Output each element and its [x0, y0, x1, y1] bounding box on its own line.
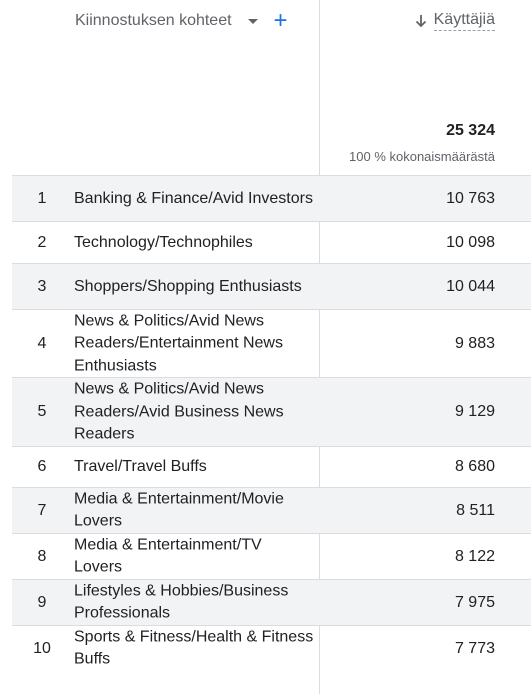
row-metric-value: 9 883: [454, 334, 495, 352]
table-row[interactable]: 5 News & Politics/Avid News Readers/Avid…: [12, 377, 531, 446]
row-metric-value: 10 098: [446, 233, 495, 251]
caret-down-icon[interactable]: [247, 18, 258, 24]
metric-total: 25 324: [446, 122, 495, 139]
metric-header-label: Käyttäjiä: [433, 11, 495, 31]
table-row[interactable]: 10 Sports & Fitness/Health & Fitness Buf…: [12, 625, 531, 671]
table-row[interactable]: 7 Media & Entertainment/Movie Lovers 8 5…: [12, 487, 531, 533]
row-dimension-value: Shoppers/Shopping Enthusiasts: [74, 277, 302, 295]
table-row[interactable]: 4 News & Politics/Avid News Readers/Ente…: [12, 309, 531, 377]
row-index: 5: [37, 403, 47, 420]
data-table: 1 Banking & Finance/Avid Investors 10 76…: [12, 175, 531, 671]
row-metric-value: 7 773: [454, 639, 495, 657]
row-index: 10: [33, 639, 51, 657]
dimension-header: Kiinnostuksen kohteet +: [75, 7, 288, 34]
row-metric-value: 8 511: [456, 501, 495, 519]
row-index: 4: [37, 334, 47, 352]
row-dimension-value: News & Politics/Avid News Readers/Entert…: [74, 311, 283, 374]
table-row[interactable]: 6 Travel/Travel Buffs 8 680: [12, 446, 531, 487]
table-row[interactable]: 9 Lifestyles & Hobbies/Business Professi…: [12, 579, 531, 625]
row-index: 7: [37, 501, 47, 519]
row-index: 9: [37, 593, 47, 611]
row-index: 6: [37, 458, 47, 475]
row-dimension-value: News & Politics/Avid News Readers/Avid B…: [74, 380, 284, 443]
arrow-down-icon: [415, 15, 426, 28]
row-index: 2: [37, 233, 47, 251]
row-dimension-value: Media & Entertainment/TV Lovers: [74, 536, 262, 576]
row-metric-value: 7 975: [454, 593, 495, 611]
metric-header-sort[interactable]: Käyttäjiä: [414, 10, 495, 32]
row-metric-value: 10 044: [446, 277, 495, 295]
table-row[interactable]: 1 Banking & Finance/Avid Investors 10 76…: [12, 175, 531, 221]
row-index: 8: [37, 547, 47, 565]
table-row[interactable]: 2 Technology/Technophiles 10 098: [12, 221, 531, 263]
metric-total-percent: 100 % kokonaismäärästä: [349, 149, 495, 164]
row-dimension-value: Media & Entertainment/Movie Lovers: [74, 490, 284, 530]
add-dimension-icon[interactable]: +: [273, 7, 288, 34]
row-dimension-value: Banking & Finance/Avid Investors: [74, 189, 313, 207]
row-dimension-value: Travel/Travel Buffs: [74, 457, 207, 475]
column-divider: [319, 0, 320, 694]
table-row[interactable]: 8 Media & Entertainment/TV Lovers 8 122: [12, 533, 531, 579]
row-metric-value: 9 129: [454, 403, 495, 420]
row-metric-value: 8 122: [454, 547, 495, 565]
row-metric-value: 8 680: [454, 458, 495, 475]
row-dimension-value: Technology/Technophiles: [74, 233, 253, 251]
table-row[interactable]: 3 Shoppers/Shopping Enthusiasts 10 044: [12, 263, 531, 309]
row-dimension-value: Lifestyles & Hobbies/Business Profession…: [74, 582, 289, 622]
dimension-header-label: Kiinnostuksen kohteet: [75, 12, 232, 29]
row-metric-value: 10 763: [446, 189, 495, 207]
row-index: 3: [37, 277, 47, 295]
row-dimension-value: Sports & Fitness/Health & Fitness Buffs: [74, 628, 314, 668]
row-index: 1: [37, 189, 47, 207]
